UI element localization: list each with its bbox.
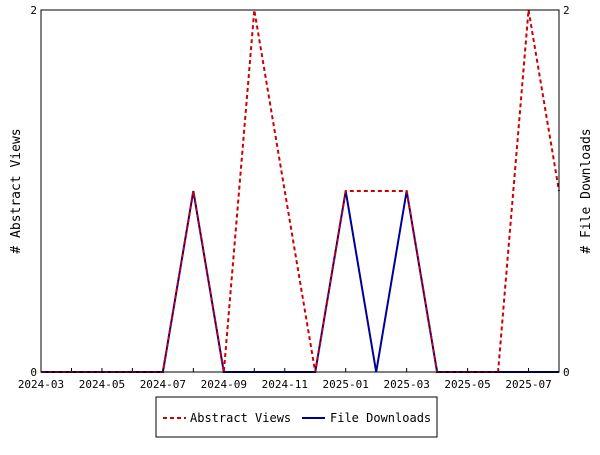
series-line-abstract-views bbox=[41, 9, 560, 373]
right-axis-title: # File Downloads bbox=[579, 128, 594, 253]
x-tick-label-2025-03: 2025-03 bbox=[383, 378, 429, 391]
x-tick-label-2024-07: 2024-07 bbox=[140, 378, 186, 391]
x-tick-label-2024-09: 2024-09 bbox=[201, 378, 247, 391]
legend-label-abstract-views: Abstract Views bbox=[190, 411, 291, 425]
plot-frame bbox=[40, 9, 560, 373]
left-y-tick-label-2: 2 bbox=[30, 4, 37, 17]
legend: Abstract Views File Downloads bbox=[155, 396, 438, 438]
x-tick-label-2024-11: 2024-11 bbox=[262, 378, 308, 391]
right-y-tick-label-0: 0 bbox=[563, 366, 570, 379]
x-tick-label-2024-05: 2024-05 bbox=[79, 378, 125, 391]
left-y-tick-label-0: 0 bbox=[30, 366, 37, 379]
legend-box bbox=[155, 396, 438, 438]
right-y-tick-label-2: 2 bbox=[563, 4, 570, 17]
x-tick-label-2024-03: 2024-03 bbox=[18, 378, 64, 391]
x-tick-label-2025-01: 2025-01 bbox=[323, 378, 369, 391]
left-axis-title: # Abstract Views bbox=[9, 128, 24, 253]
legend-label-file-downloads: File Downloads bbox=[330, 411, 431, 425]
x-tick-label-2025-07: 2025-07 bbox=[505, 378, 551, 391]
series-layer bbox=[41, 9, 560, 373]
x-tick-label-2025-05: 2025-05 bbox=[444, 378, 490, 391]
labels-layer: 2024-03 2024-05 2024-07 2024-09 2024-11 2025-… bbox=[18, 4, 570, 391]
